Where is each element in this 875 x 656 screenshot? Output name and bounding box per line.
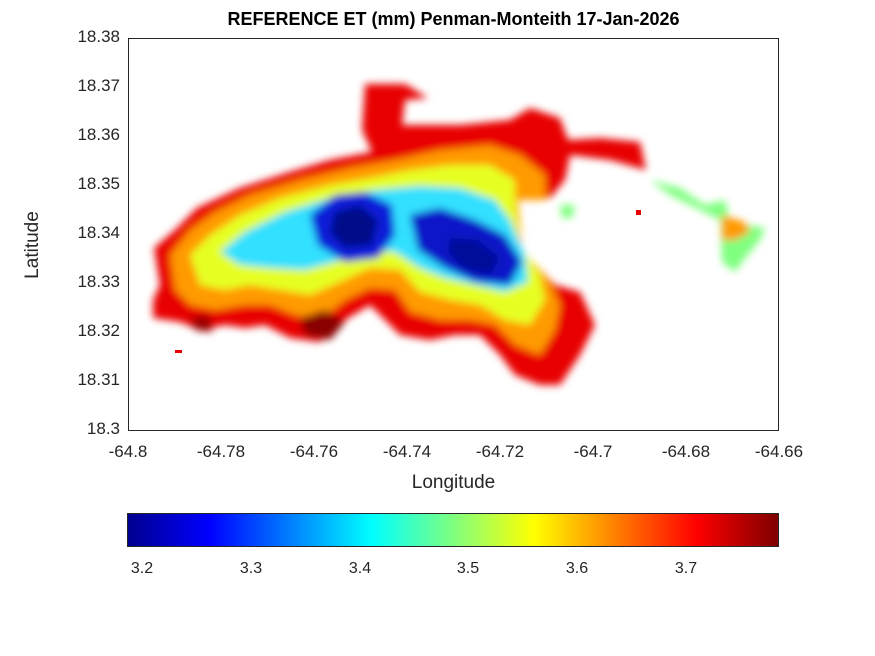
zone-peninsula-orange bbox=[722, 215, 750, 240]
colorbar-tick: 3.7 bbox=[674, 560, 698, 577]
zone-east-peninsula bbox=[650, 180, 765, 272]
ytick: 18.35 bbox=[77, 174, 120, 193]
zone-west-core bbox=[330, 205, 378, 248]
ytick: 18.31 bbox=[77, 370, 120, 389]
x-axis-label: Longitude bbox=[411, 472, 496, 493]
chart-title: REFERENCE ET (mm) Penman-Monteith 17-Jan… bbox=[227, 9, 680, 29]
y-axis-label: Latitude bbox=[22, 211, 43, 279]
colorbar-tick: 3.3 bbox=[239, 560, 263, 577]
xtick: -64.72 bbox=[475, 442, 525, 461]
ytick: 18.36 bbox=[77, 125, 120, 144]
ytick: 18.37 bbox=[77, 76, 120, 95]
colorbar-tick: 3.4 bbox=[348, 560, 372, 577]
xtick: -64.74 bbox=[382, 442, 432, 461]
colorbar-tick: 3.5 bbox=[456, 560, 480, 577]
ytick: 18.38 bbox=[77, 27, 120, 46]
ytick: 18.33 bbox=[77, 272, 120, 291]
xtick: -64.8 bbox=[108, 442, 148, 461]
ytick: 18.3 bbox=[86, 419, 120, 438]
colorbar-tick: 3.2 bbox=[130, 560, 154, 577]
outlier-pixel bbox=[175, 350, 182, 353]
colorbar bbox=[127, 513, 779, 547]
ytick: 18.32 bbox=[77, 321, 120, 340]
xtick: -64.78 bbox=[196, 442, 246, 461]
xtick: -64.66 bbox=[754, 442, 804, 461]
zone-sw-darkred bbox=[300, 310, 345, 340]
ytick: 18.34 bbox=[77, 223, 120, 242]
colorbar-tick: 3.6 bbox=[565, 560, 589, 577]
zone-east-core bbox=[448, 238, 500, 275]
xtick: -64.7 bbox=[573, 442, 613, 461]
xtick: -64.76 bbox=[289, 442, 339, 461]
zone-small-green bbox=[560, 205, 575, 218]
zone-w-darkred bbox=[190, 315, 212, 332]
outlier-pixel bbox=[636, 210, 641, 215]
xtick: -64.68 bbox=[661, 442, 711, 461]
